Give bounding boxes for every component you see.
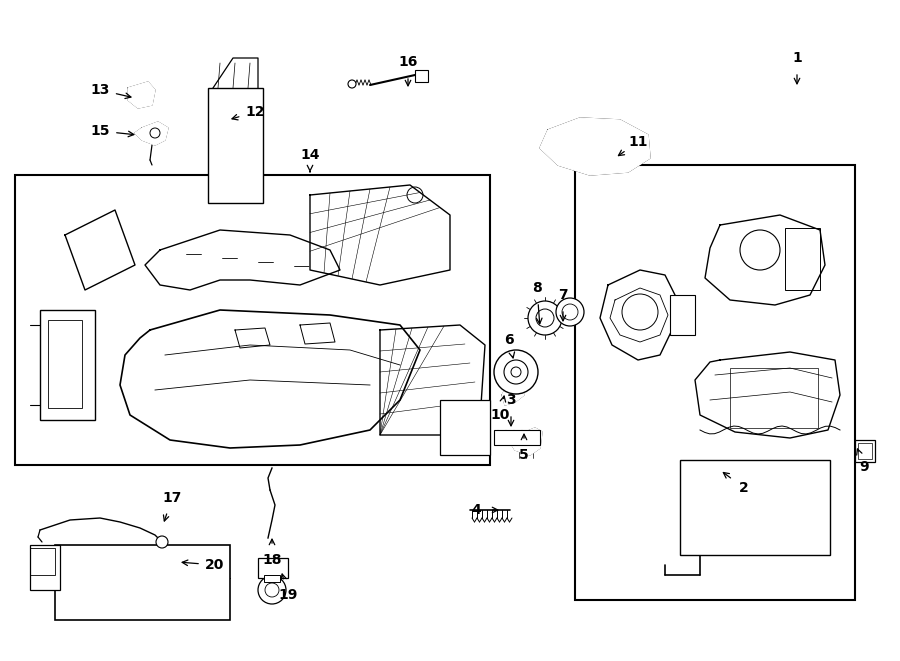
- Text: 8: 8: [532, 281, 542, 295]
- Circle shape: [528, 301, 562, 335]
- Polygon shape: [65, 210, 135, 290]
- Bar: [258, 558, 288, 578]
- Circle shape: [156, 536, 168, 548]
- Bar: [264, 575, 280, 582]
- Text: 7: 7: [558, 288, 568, 302]
- Bar: [30, 545, 60, 590]
- Bar: [15, 175, 490, 465]
- Polygon shape: [705, 215, 825, 305]
- Polygon shape: [128, 82, 155, 108]
- Text: 9: 9: [860, 460, 868, 474]
- Circle shape: [150, 128, 160, 138]
- Polygon shape: [310, 185, 450, 285]
- Text: 3: 3: [506, 393, 516, 407]
- Bar: [680, 460, 830, 555]
- Bar: [785, 228, 820, 290]
- Bar: [440, 400, 490, 455]
- Bar: [55, 545, 230, 620]
- Text: 11: 11: [628, 135, 648, 149]
- Text: 5: 5: [519, 448, 529, 462]
- Text: 15: 15: [90, 124, 110, 138]
- Polygon shape: [695, 352, 840, 438]
- Bar: [494, 430, 540, 445]
- Text: 19: 19: [278, 588, 298, 602]
- Polygon shape: [510, 428, 542, 455]
- Bar: [670, 295, 695, 335]
- Circle shape: [348, 80, 356, 88]
- Circle shape: [494, 350, 538, 394]
- Text: 20: 20: [205, 558, 225, 572]
- Bar: [40, 310, 95, 420]
- Polygon shape: [135, 122, 168, 145]
- Polygon shape: [145, 230, 340, 290]
- Bar: [208, 88, 263, 203]
- Text: 1: 1: [792, 51, 802, 65]
- Text: 17: 17: [162, 491, 182, 505]
- Circle shape: [258, 576, 286, 604]
- Bar: [415, 70, 428, 82]
- Bar: [575, 165, 855, 600]
- Polygon shape: [600, 270, 675, 360]
- Polygon shape: [540, 118, 650, 175]
- Text: 12: 12: [245, 105, 265, 119]
- Polygon shape: [120, 310, 420, 448]
- Text: 6: 6: [504, 333, 514, 347]
- Bar: [858, 443, 872, 459]
- Polygon shape: [502, 378, 525, 405]
- Bar: [855, 440, 875, 462]
- Text: 16: 16: [399, 55, 418, 69]
- Bar: [730, 368, 818, 428]
- Bar: [48, 320, 82, 408]
- Circle shape: [556, 298, 584, 326]
- Polygon shape: [380, 325, 485, 435]
- Text: 2: 2: [739, 481, 749, 495]
- Text: 10: 10: [491, 408, 509, 422]
- Text: 18: 18: [262, 553, 282, 567]
- Text: 14: 14: [301, 148, 320, 162]
- Bar: [30, 548, 55, 575]
- Text: 4: 4: [471, 503, 481, 517]
- Text: 13: 13: [90, 83, 110, 97]
